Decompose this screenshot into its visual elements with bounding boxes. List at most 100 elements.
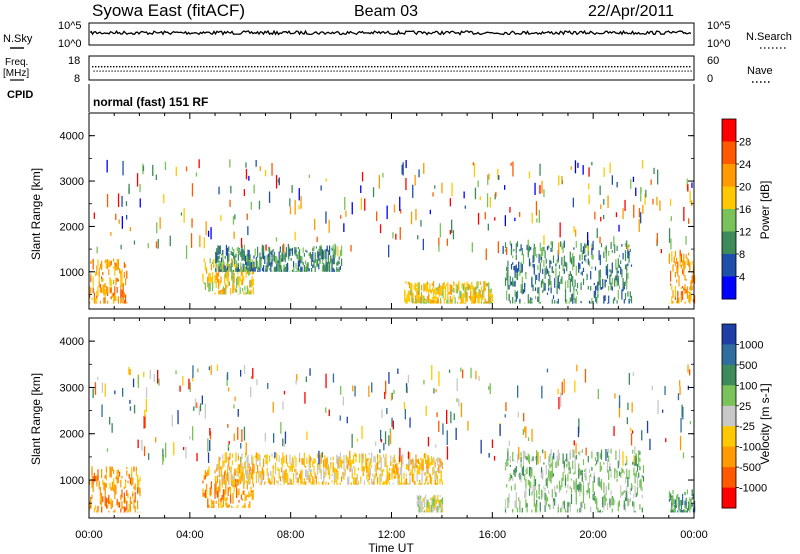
- velocity-echo-cell: [506, 484, 508, 488]
- velocity-echo-cell: [243, 364, 246, 375]
- power-echo-cell: [580, 282, 582, 290]
- velocity-echo-cell: [107, 504, 109, 509]
- velocity-echo-cell: [233, 433, 235, 441]
- velocity-echo-cell: [111, 466, 113, 472]
- velocity-echo-cell: [282, 470, 284, 482]
- nave-trace-dot: [144, 70, 146, 72]
- velocity-echo-cell: [513, 471, 515, 476]
- velocity-echo-cell: [674, 504, 676, 509]
- nave-trace-dot: [321, 70, 323, 72]
- velocity-echo-cell: [401, 462, 403, 468]
- power-echo-cell: [569, 278, 571, 287]
- velocity-echo-cell: [610, 490, 612, 496]
- power-echo-cell: [225, 290, 227, 295]
- power-echo-cell: [434, 295, 436, 304]
- power-echo-cell: [521, 263, 523, 273]
- power-echo-cell: [585, 254, 587, 257]
- velocity-echo-cell: [224, 489, 226, 497]
- velocity-echo-cell: [374, 456, 376, 463]
- velocity-echo-cell: [455, 427, 457, 440]
- freq-trace-dot: [116, 66, 118, 68]
- velocity-echo-cell: [222, 460, 224, 469]
- freq-trace-dot: [662, 66, 664, 68]
- power-echo-cell: [564, 261, 567, 267]
- freq-trace-dot: [251, 66, 253, 68]
- velocity-echo-cell: [504, 507, 507, 513]
- power-echo-cell: [593, 290, 595, 298]
- velocity-echo-cell: [606, 452, 609, 458]
- velocity-echo-cell: [313, 465, 315, 474]
- power-echo-cell: [230, 288, 232, 294]
- power-echo-cell: [419, 296, 421, 303]
- velocity-echo-cell: [680, 417, 682, 433]
- power-echo-cell: [233, 231, 235, 239]
- velocity-echo-cell: [431, 365, 433, 380]
- power-echo-cell: [243, 189, 245, 196]
- nave-trace-dot: [624, 70, 626, 72]
- velocity-echo-cell: [679, 499, 681, 506]
- velocity-echo-cell: [245, 463, 247, 473]
- power-echo-cell: [502, 245, 504, 254]
- velocity-echo-cell: [145, 398, 147, 413]
- velocity-echo-cell: [291, 462, 293, 472]
- velocity-echo-cell: [633, 467, 635, 476]
- power-echo-cell: [599, 280, 601, 290]
- velocity-echo-cell: [685, 510, 687, 513]
- velocity-echo-cell: [204, 489, 206, 499]
- velocity-echo-cell: [259, 483, 261, 485]
- power-echo-cell: [305, 260, 307, 265]
- velocity-echo-cell: [440, 460, 442, 467]
- velocity-echo-cell: [534, 503, 537, 513]
- power-echo-cell: [516, 272, 519, 281]
- power-echo-cell: [507, 286, 509, 291]
- power-echo-cell: [629, 248, 631, 252]
- velocity-echo-cell: [632, 485, 634, 489]
- power-echo-cell: [400, 209, 402, 214]
- velocity-echo-cell: [508, 440, 510, 447]
- power-echo-cell: [512, 262, 514, 265]
- nave-trace-dot: [558, 70, 560, 72]
- power-echo-cell: [220, 290, 222, 293]
- power-echo-cell: [514, 280, 516, 287]
- power-echo-cell: [245, 255, 247, 266]
- time-tick-label: 04:00: [176, 529, 204, 541]
- power-echo-cell: [568, 274, 570, 280]
- power-echo-cell: [563, 240, 565, 248]
- nave-trace-dot: [138, 70, 140, 72]
- velocity-echo-cell: [353, 477, 355, 485]
- velocity-echo-cell: [243, 474, 245, 477]
- power-echo-cell: [573, 256, 575, 267]
- power-echo-cell: [418, 169, 420, 178]
- power-echo-cell: [442, 289, 444, 298]
- velocity-echo-cell: [371, 382, 373, 393]
- power-echo-cell: [221, 264, 223, 269]
- velocity-colorbar-swatch: [722, 426, 736, 448]
- power-echo-cell: [229, 199, 231, 207]
- velocity-echo-cell: [421, 465, 423, 476]
- power-echo-cell: [557, 283, 559, 289]
- velocity-echo-cell: [283, 455, 285, 464]
- velocity-echo-cell: [215, 488, 217, 495]
- nave-trace-dot: [132, 70, 134, 72]
- nave-trace-dot: [141, 70, 143, 72]
- power-echo-cell: [572, 276, 574, 287]
- velocity-echo-cell: [435, 476, 437, 480]
- power-echo-cell: [252, 278, 254, 286]
- power-echo-cell: [412, 184, 414, 198]
- power-echo-cell: [572, 301, 574, 304]
- freq-trace-dot: [647, 66, 649, 68]
- power-echo-cell: [102, 278, 104, 282]
- velocity-echo-cell: [509, 456, 511, 463]
- power-echo-cell: [114, 265, 116, 276]
- velocity-echo-cell: [532, 456, 534, 461]
- velocity-echo-cell: [441, 480, 443, 485]
- power-echo-cell: [121, 289, 123, 298]
- power-echo-cell: [682, 269, 684, 275]
- power-echo-cell: [426, 281, 429, 292]
- power-echo-cell: [545, 265, 547, 275]
- power-echo-cell: [225, 244, 227, 256]
- velocity-echo-cell: [439, 495, 441, 498]
- power-echo-cell: [417, 282, 419, 292]
- power-echo-cell: [339, 250, 341, 257]
- power-echo-cell: [561, 246, 563, 250]
